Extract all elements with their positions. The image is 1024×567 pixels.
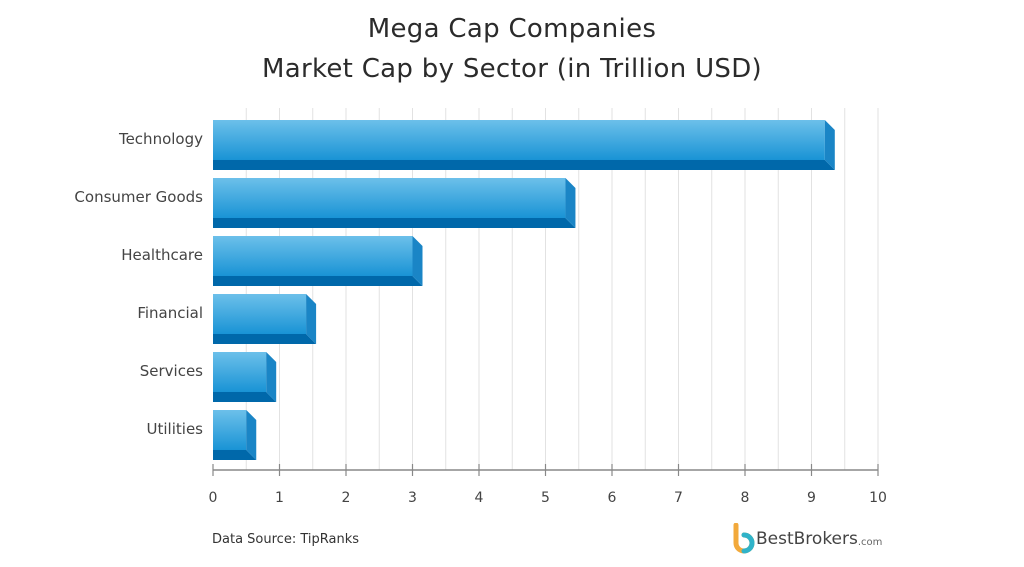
- bar-side-face: [412, 236, 423, 286]
- logo-text: BestBrokers: [756, 529, 858, 549]
- category-label: Financial: [137, 304, 203, 322]
- bar-bottom-face: [213, 450, 257, 460]
- data-source: Data Source: TipRanks: [212, 532, 359, 547]
- x-tick-label: 9: [807, 490, 816, 506]
- x-tick-label: 7: [674, 490, 683, 506]
- x-tick-label: 8: [741, 490, 750, 506]
- bar-bottom-face: [213, 392, 277, 402]
- bar-side-face: [246, 410, 257, 460]
- x-tick-label: 5: [541, 490, 550, 506]
- bar: [213, 352, 267, 392]
- category-label: Healthcare: [121, 246, 203, 264]
- category-label: Technology: [118, 130, 203, 148]
- category-label: Consumer Goods: [74, 188, 203, 206]
- bar-bottom-face: [213, 276, 423, 286]
- bar: [213, 120, 825, 160]
- logo-icon: [733, 523, 755, 554]
- bar-side-face: [266, 352, 277, 402]
- x-tick-label: 10: [869, 490, 887, 506]
- bar-bottom-face: [213, 218, 576, 228]
- bar: [213, 410, 247, 450]
- bar-side-face: [565, 178, 576, 228]
- x-tick-label: 1: [275, 490, 284, 506]
- category-label: Utilities: [147, 420, 204, 438]
- bar-side-face: [824, 120, 835, 170]
- x-tick-label: 4: [475, 490, 484, 506]
- x-tick-label: 0: [209, 490, 218, 506]
- bar: [213, 236, 413, 276]
- bestbrokers-logo[interactable]: BestBrokers .com: [730, 523, 882, 555]
- logo-suffix: .com: [857, 536, 883, 548]
- bar-bottom-face: [213, 334, 317, 344]
- bar-side-face: [306, 294, 317, 344]
- bar: [213, 294, 307, 334]
- chart-title: Mega Cap Companies: [367, 14, 657, 44]
- bar-bottom-face: [213, 160, 835, 170]
- x-tick-label: 6: [608, 490, 617, 506]
- x-tick-label: 3: [408, 490, 417, 506]
- bar: [213, 178, 566, 218]
- chart-subtitle: Market Cap by Sector (in Trillion USD): [261, 54, 762, 84]
- x-tick-label: 2: [342, 490, 351, 506]
- category-label: Services: [140, 362, 203, 380]
